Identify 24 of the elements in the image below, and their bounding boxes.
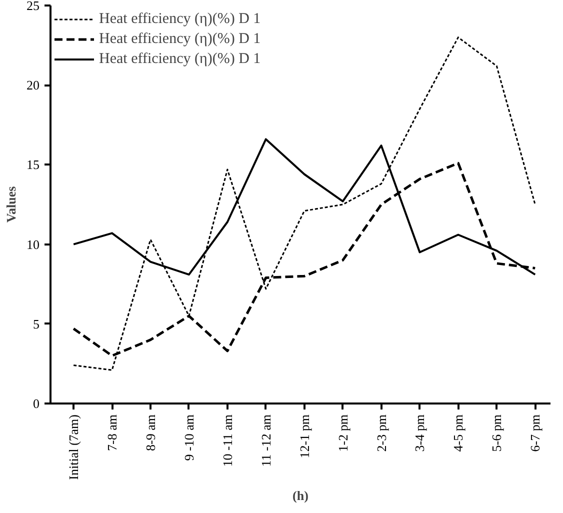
x-tick-label: 11 -12 am xyxy=(258,414,274,467)
x-tick-label: 12-1 pm xyxy=(296,414,312,458)
legend-label: Heat efficiency (η)(%) D 1 xyxy=(99,10,261,28)
y-tick-label: 0 xyxy=(33,396,40,411)
x-tick-label: 6-7 pm xyxy=(528,414,543,452)
x-tick-label: Initial (7am) xyxy=(66,414,82,480)
x-tick-label: 9 -10 am xyxy=(181,414,196,461)
x-tick-label: 1-2 pm xyxy=(335,414,350,452)
y-axis-title: Values xyxy=(4,186,18,223)
x-tick-label: 8-9 am xyxy=(143,414,158,451)
y-tick-label: 15 xyxy=(26,157,40,172)
y-tick-label: 20 xyxy=(26,78,40,93)
x-axis-title: (h) xyxy=(292,488,308,503)
legend-label: Heat efficiency (η)(%) D 1 xyxy=(99,30,261,48)
y-tick-label: 5 xyxy=(33,316,40,332)
x-tick-label: 3-4 pm xyxy=(412,414,428,452)
y-tick-label: 25 xyxy=(26,0,40,13)
x-tick-label: 7-8 am xyxy=(104,414,120,451)
x-tick-label: 2-3 pm xyxy=(374,414,389,452)
y-tick-label: 10 xyxy=(26,236,40,252)
x-tick-label: 5-6 pm xyxy=(489,414,504,452)
x-tick-label: 4-5 pm xyxy=(450,414,466,452)
x-tick-label: 10 -11 am xyxy=(220,414,235,467)
legend-label: Heat efficiency (η)(%) D 1 xyxy=(99,50,261,68)
